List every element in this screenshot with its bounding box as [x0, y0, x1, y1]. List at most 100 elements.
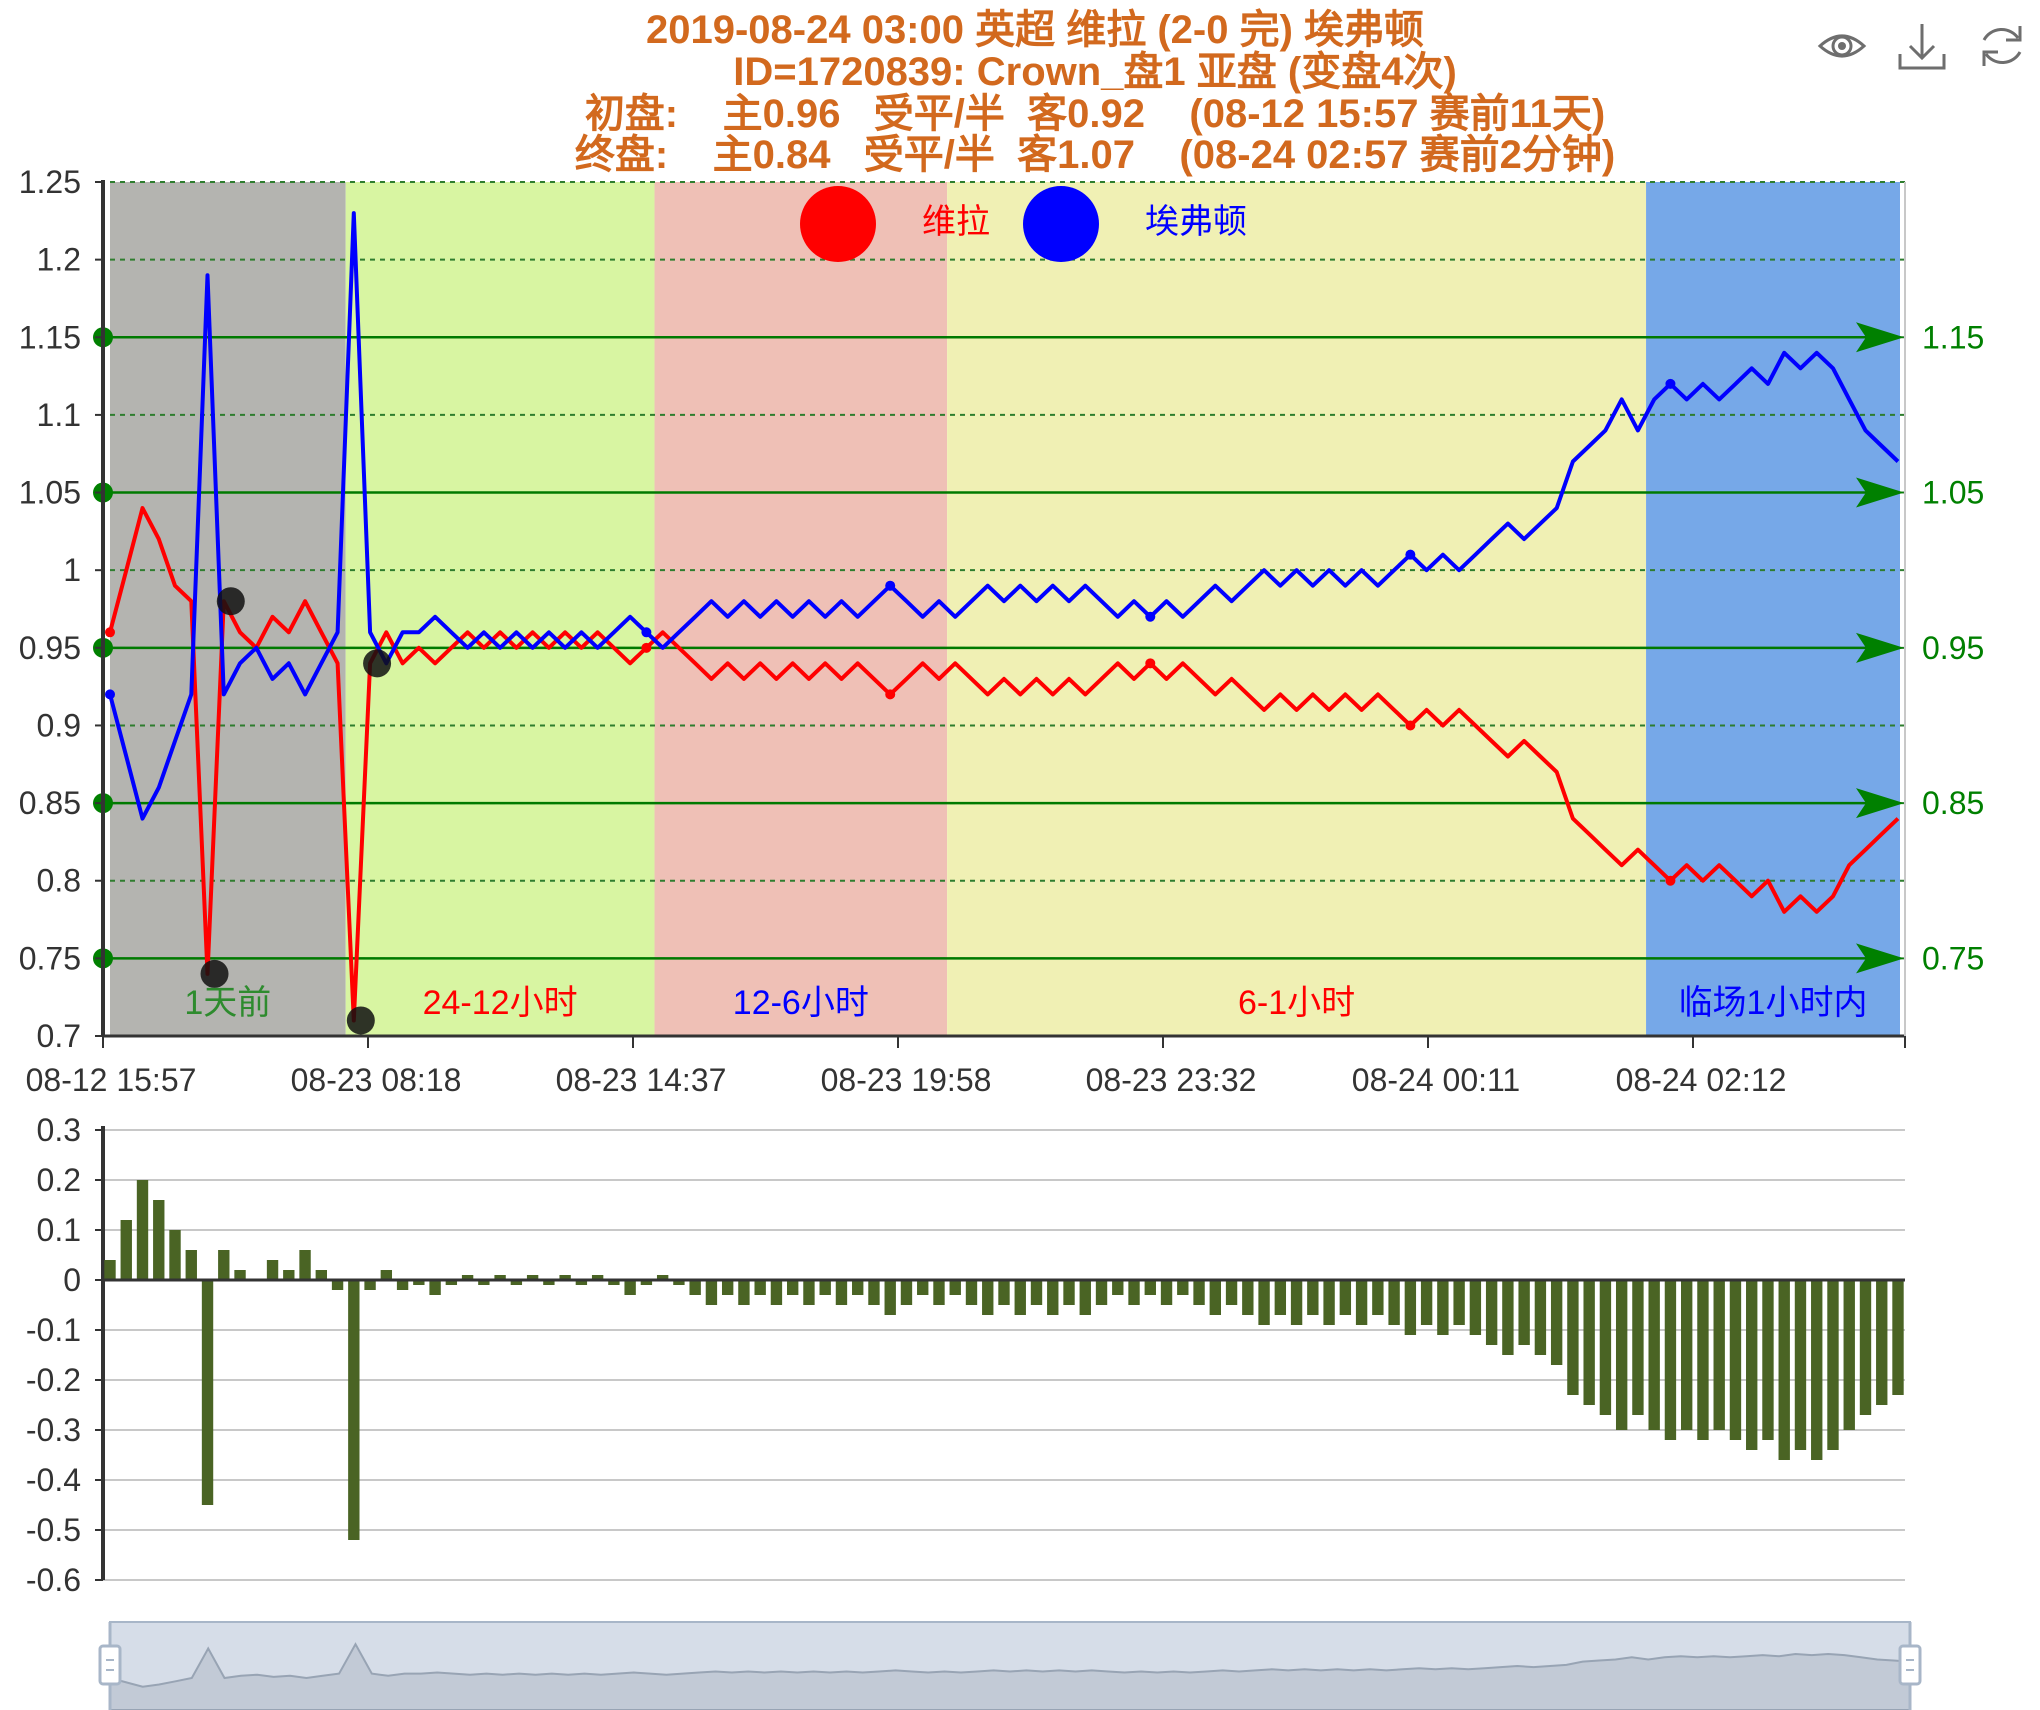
band-label-4: 临场1小时内	[1679, 984, 1868, 1022]
zoom-handle-left[interactable]	[98, 1622, 122, 1710]
x-tick-label-1: 08-23 08:18	[291, 1062, 462, 1098]
diff-bar-30	[591, 1275, 604, 1280]
diff-bar-25	[510, 1280, 523, 1285]
diff-bar-94	[1632, 1280, 1644, 1415]
diff-y-label-0: 0.3	[37, 1112, 81, 1148]
markline-label-4: 0.75	[1922, 940, 1984, 976]
download-icon[interactable]	[1898, 24, 1946, 70]
series-point-0-64	[1145, 658, 1156, 669]
y-tick-label-8: 0.85	[19, 785, 81, 821]
diff-bar-10	[266, 1260, 279, 1280]
markline-label-2: 0.95	[1922, 630, 1984, 666]
change-marker-0	[200, 959, 229, 988]
x-tick-label-2: 08-23 14:37	[556, 1062, 727, 1098]
y-tick-label-10: 0.75	[19, 940, 81, 976]
diff-bar-37	[705, 1280, 718, 1305]
change-marker-1	[216, 587, 245, 616]
diff-bar-77	[1355, 1280, 1368, 1325]
datazoom-slider[interactable]	[98, 1621, 1922, 1710]
diff-bar-29	[575, 1280, 588, 1285]
legend-label-1: 埃弗顿	[1145, 203, 1247, 241]
diff-bar-2	[136, 1180, 149, 1280]
diff-bar-79	[1388, 1280, 1400, 1325]
title-line-1: 2019-08-24 03:00 英超 维拉 (2-0 完) 埃弗顿	[646, 8, 1424, 52]
series-point-1-64	[1145, 611, 1156, 622]
band-label-0: 1天前	[184, 984, 271, 1022]
diff-bar-51	[933, 1280, 945, 1305]
y-tick-label-11: 0.7	[37, 1018, 81, 1054]
diff-bar-105	[1811, 1280, 1823, 1460]
change-marker-2	[346, 1006, 375, 1035]
diff-bar-0	[104, 1260, 116, 1280]
series-point-0-48	[885, 689, 896, 700]
diff-bar-8	[234, 1270, 246, 1280]
diff-bar-31	[608, 1280, 620, 1285]
diff-bar-67	[1193, 1280, 1205, 1305]
series-point-1-0	[105, 689, 115, 700]
diff-bar-11	[283, 1270, 295, 1280]
chart-title: 2019-08-24 03:00 英超 维拉 (2-0 完) 埃弗顿 ID=17…	[575, 8, 1615, 177]
diff-bar-6	[201, 1280, 214, 1505]
main-axes: 1.25 1.2 1.15 1.1 1.05 1 0.95 0.9 0.85 0.8 0.75 0.7…	[19, 164, 1906, 1098]
diff-bar-17	[380, 1270, 393, 1280]
y-tick-label-5: 1	[63, 552, 81, 588]
y-tick-label-2: 1.15	[19, 319, 81, 355]
band-4	[1646, 182, 1900, 1036]
diff-bar-71	[1258, 1280, 1270, 1325]
diff-bar-27	[543, 1280, 555, 1285]
band-label-3: 6-1小时	[1238, 984, 1355, 1022]
diff-y-label-5: -0.2	[26, 1362, 81, 1398]
diff-bar-50	[917, 1280, 929, 1295]
diff-bar-23	[478, 1280, 490, 1285]
markline-arrow-4	[1856, 943, 1904, 974]
diff-bar-59	[1063, 1280, 1075, 1305]
diff-bar-76	[1339, 1280, 1352, 1315]
y-tick-label-4: 1.05	[19, 475, 81, 511]
diff-bar-84	[1469, 1280, 1482, 1335]
series-line-0	[108, 506, 1900, 1023]
eye-icon[interactable]	[1817, 34, 1867, 58]
diff-bar-91	[1583, 1280, 1595, 1405]
markline-label-1: 1.05	[1922, 475, 1984, 511]
diff-y-label-3: 0	[63, 1262, 81, 1298]
legend[interactable]: 维拉 埃弗顿	[800, 186, 1247, 262]
diff-y-label-2: 0.1	[37, 1212, 81, 1248]
diff-bar-58	[1047, 1280, 1059, 1315]
diff-bar-101	[1746, 1280, 1758, 1450]
series-point-1-80	[1405, 549, 1416, 560]
diff-bar-36	[689, 1280, 701, 1295]
diff-bar-109	[1876, 1280, 1888, 1405]
diff-bar-56	[1014, 1280, 1026, 1315]
diff-bar-104	[1794, 1280, 1807, 1450]
diff-bar-80	[1404, 1280, 1417, 1335]
zoom-handle-right[interactable]	[1898, 1622, 1922, 1710]
diff-bar-26	[526, 1275, 539, 1280]
series-point-1-48	[885, 580, 896, 591]
band-label-1: 24-12小时	[423, 984, 578, 1022]
band-labels: 1天前 24-12小时 12-6小时 6-1小时 临场1小时内	[184, 984, 1867, 1022]
diff-bar-49	[900, 1280, 913, 1305]
odds-lines	[105, 211, 1900, 1035]
diff-bar-32	[624, 1280, 636, 1295]
markline-arrow-2	[1856, 632, 1904, 663]
y-tick-label-3: 1.1	[37, 397, 81, 433]
series-point-0-0	[105, 627, 115, 638]
diff-bar-95	[1648, 1280, 1660, 1430]
diff-bar-41	[770, 1280, 783, 1305]
diff-bar-83	[1453, 1280, 1465, 1325]
legend-marker-0	[800, 186, 876, 262]
diff-bar-86	[1502, 1280, 1514, 1355]
diff-y-label-7: -0.4	[26, 1462, 81, 1498]
markline-label-3: 0.85	[1922, 785, 1984, 821]
diff-bar-63	[1128, 1280, 1140, 1305]
refresh-icon[interactable]	[1982, 26, 2022, 66]
diff-bar-107	[1843, 1280, 1855, 1430]
diff-bar-24	[494, 1275, 506, 1280]
band-1	[345, 182, 655, 1036]
y-tick-label-6: 0.95	[19, 630, 81, 666]
diff-bar-98	[1697, 1280, 1709, 1440]
diff-bar-15	[348, 1280, 360, 1540]
diff-bar-34	[656, 1275, 669, 1280]
diff-bar-106	[1827, 1280, 1839, 1450]
